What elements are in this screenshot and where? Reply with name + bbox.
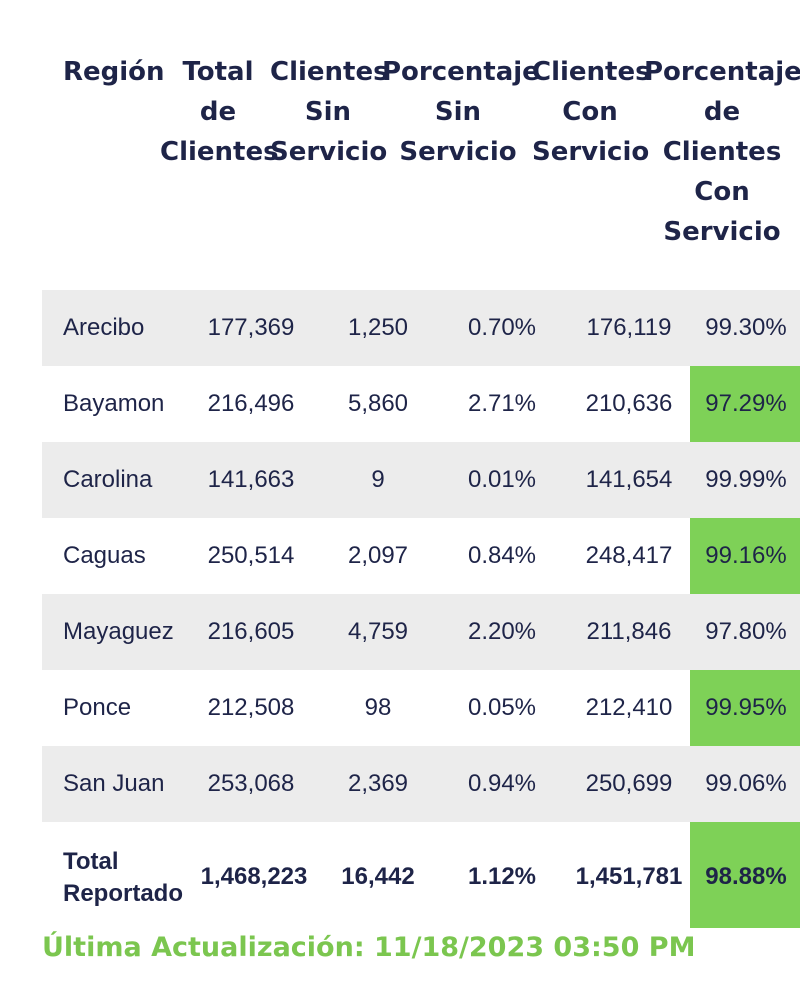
header-total-clientes: Total de Clientes (160, 57, 279, 167)
total-con-servicio: 1,451,781 (575, 863, 683, 890)
header-porcentaje-sin-servicio: Porcentaje Sin Servicio (382, 57, 540, 167)
cell-sin-servicio: 98 (364, 694, 392, 721)
cell-con-servicio: 250,699 (585, 770, 673, 797)
cell-region: Carolina (63, 466, 153, 493)
cell-pct-con: 99.16% (705, 542, 787, 569)
table-row: Carolina 141,663 9 0.01% 141,654 99.99% (42, 442, 800, 518)
table-row: San Juan 253,068 2,369 0.94% 250,699 99.… (42, 746, 800, 822)
cell-pct-sin: 0.05% (467, 694, 537, 721)
table-header: Región Total de Clientes Clientes Sin Se… (0, 0, 800, 280)
cell-pct-sin: 2.71% (467, 390, 537, 417)
cell-con-servicio: 141,654 (585, 466, 673, 493)
cell-pct-con: 97.80% (705, 618, 787, 645)
cell-pct-con: 97.29% (705, 390, 787, 417)
cell-region: Caguas (63, 542, 146, 569)
cell-pct-con: 99.06% (705, 770, 787, 797)
cell-sin-servicio: 9 (371, 466, 385, 493)
cell-sin-servicio: 4,759 (347, 618, 409, 645)
cell-pct-sin: 0.94% (467, 770, 537, 797)
cell-region: Mayaguez (63, 618, 174, 645)
cell-sin-servicio: 2,369 (347, 770, 409, 797)
cell-pct-sin: 0.84% (467, 542, 537, 569)
cell-con-servicio: 212,410 (585, 694, 673, 721)
header-clientes-sin-servicio: Clientes Sin Servicio (270, 57, 389, 167)
cell-pct-sin: 0.70% (467, 314, 537, 341)
cell-total: 141,663 (207, 466, 295, 493)
table-row: Ponce 212,508 98 0.05% 212,410 99.95% (42, 670, 800, 746)
table-row: Bayamon 216,496 5,860 2.71% 210,636 97.2… (42, 366, 800, 442)
header-clientes-con-servicio: Clientes Con Servicio (532, 57, 651, 167)
total-pct-con: 98.88% (705, 863, 787, 890)
cell-sin-servicio: 2,097 (347, 542, 409, 569)
cell-total: 216,605 (207, 618, 295, 645)
cell-total: 177,369 (207, 314, 295, 341)
cell-pct-sin: 2.20% (467, 618, 537, 645)
cell-region: Ponce (63, 694, 132, 721)
cell-con-servicio: 176,119 (586, 314, 672, 341)
cell-con-servicio: 210,636 (585, 390, 673, 417)
cell-pct-sin: 0.01% (467, 466, 537, 493)
total-clientes: 1,468,223 (200, 863, 308, 890)
cell-region: Arecibo (63, 314, 145, 341)
total-label: Total Reportado (63, 848, 183, 907)
cell-region: San Juan (63, 770, 165, 797)
cell-total: 216,496 (207, 390, 295, 417)
last-updated-text: Última Actualización: 11/18/2023 03:50 P… (42, 932, 696, 963)
header-region: Región (63, 57, 165, 87)
header-porcentaje-con-servicio: Porcentaje de Clientes Con Servicio (644, 57, 800, 247)
total-sin-servicio: 16,442 (341, 863, 415, 890)
cell-con-servicio: 248,417 (585, 542, 673, 569)
cell-total: 253,068 (207, 770, 295, 797)
cell-pct-con: 99.30% (705, 314, 787, 341)
table-row: Caguas 250,514 2,097 0.84% 248,417 99.16… (42, 518, 800, 594)
cell-region: Bayamon (63, 390, 165, 417)
cell-sin-servicio: 1,250 (347, 314, 409, 341)
cell-pct-con: 99.95% (705, 694, 787, 721)
total-pct-sin: 1.12% (467, 863, 537, 890)
cell-total: 212,508 (207, 694, 295, 721)
table-row: Mayaguez 216,605 4,759 2.20% 211,846 97.… (42, 594, 800, 670)
cell-total: 250,514 (207, 542, 295, 569)
cell-pct-con: 99.99% (705, 466, 787, 493)
cell-con-servicio: 211,846 (586, 618, 672, 645)
table-row: Arecibo 177,369 1,250 0.70% 176,119 99.3… (42, 290, 800, 366)
cell-sin-servicio: 5,860 (347, 390, 409, 417)
total-row: Total Reportado 1,468,223 16,442 1.12% 1… (42, 822, 800, 932)
